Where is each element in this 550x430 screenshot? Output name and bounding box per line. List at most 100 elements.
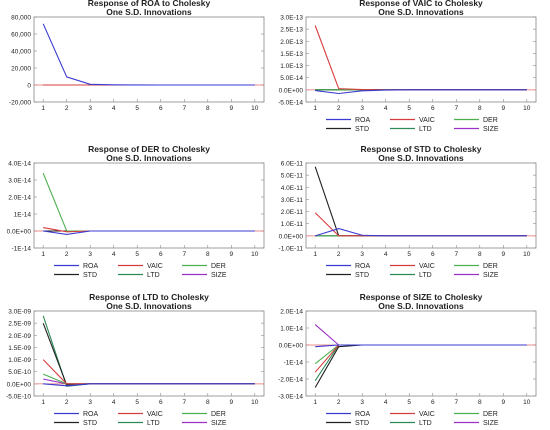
y-tick-label: 20,000 [11,66,31,73]
y-tick-label: 1.0E-11 [281,221,304,228]
chart-legend: ROA VAIC DER STD LTD SIZE [326,411,499,427]
series-line-size [43,378,255,385]
chart-title: Response of STD to Cholesky [361,144,482,154]
x-tick-label: 7 [454,251,458,258]
legend-label-size: SIZE [211,420,227,427]
legend-label-ltd: LTD [419,272,432,279]
y-tick-label: 3.0E-13 [280,15,303,22]
x-tick-label: 8 [206,399,210,406]
x-tick-label: 5 [135,251,139,258]
legend-label-std: STD [83,272,97,279]
x-tick-label: 9 [501,251,505,258]
legend-label-std: STD [355,272,369,279]
series-line-der [314,344,527,365]
chart-legend: ROA VAIC DER STD LTD SIZE [326,117,499,133]
legend-label-vaic: VAIC [147,411,163,418]
legend-label-roa: ROA [355,411,371,418]
chart-title: Response of ROA to Cholesky [88,0,211,8]
y-tick-label: 0.0E+00 [279,233,304,240]
x-tick-label: 4 [384,251,388,258]
x-tick-label: 9 [229,105,233,112]
x-tick-label: 8 [478,399,482,406]
legend-label-std: STD [355,420,369,427]
y-tick-label: 5.0E-11 [281,173,304,180]
x-tick-label: 2 [65,251,69,258]
y-tick-label: 2.0E-14 [280,309,303,316]
x-tick-label: 10 [523,251,531,258]
legend-label-der: DER [211,411,226,418]
x-tick-label: 5 [407,399,411,406]
series-line-vaic [42,359,255,385]
x-tick-label: 2 [337,399,341,406]
x-tick-label: 1 [313,399,317,406]
series-line-vaic [314,212,527,237]
y-tick-label: 2.5E-13 [280,27,303,34]
x-tick-label: 1 [41,251,45,258]
chart-title: Response of DER to Cholesky [88,144,210,154]
plot-frame [305,162,537,249]
plot-frame [33,162,265,249]
legend-label-vaic: VAIC [147,263,163,270]
legend-label-ltd: LTD [147,272,160,279]
y-tick-label: 1.0E-13 [280,63,303,70]
x-tick-label: 3 [88,399,92,406]
legend-label-der: DER [483,117,498,124]
plot-frame [305,16,537,103]
y-tick-label: 5.0E-10 [8,369,31,376]
y-tick-label: 3.0E-09 [8,309,31,316]
y-tick-label: -20,000 [9,100,31,107]
x-tick-label: 6 [159,251,163,258]
y-tick-label: 3.0E-11 [281,197,304,204]
x-tick-label: 7 [182,105,186,112]
series-line-vaic [314,25,527,91]
x-tick-label: 10 [251,251,259,258]
legend-label-der: DER [483,411,498,418]
chart-subtitle: One S.D. Innovations [106,301,192,311]
x-tick-label: 3 [88,251,92,258]
y-tick-label: -5.0E-10 [6,394,31,401]
x-tick-label: 7 [182,399,186,406]
y-tick-label: 2.0E-11 [281,209,304,216]
legend-label-std: STD [83,420,97,427]
legend-label-roa: ROA [355,263,371,270]
x-tick-label: 10 [523,105,531,112]
y-tick-label: 80,000 [11,15,31,22]
y-tick-label: 1E-14 [14,212,32,219]
legend-label-vaic: VAIC [419,411,435,418]
chart-title: Response of SIZE to Cholesky [360,292,483,302]
chart-subtitle: One S.D. Innovations [378,7,464,17]
series-line-roa [43,230,255,235]
x-tick-label: 3 [88,105,92,112]
x-tick-label: 8 [478,251,482,258]
chart-legend: ROA VAIC DER STD LTD SIZE [54,263,227,279]
legend-label-size: SIZE [483,272,499,279]
x-tick-label: 6 [431,399,435,406]
legend-label-vaic: VAIC [419,117,435,124]
legend-label-ltd: LTD [419,126,432,133]
x-tick-label: 9 [229,251,233,258]
y-tick-label: -3.0E-14 [278,394,303,401]
legend-label-size: SIZE [211,272,227,279]
x-tick-label: 10 [251,105,259,112]
x-tick-label: 6 [159,105,163,112]
chart-subtitle: One S.D. Innovations [106,153,192,163]
y-tick-label: 1.5E-13 [280,51,303,58]
chart-subtitle: One S.D. Innovations [106,7,192,17]
series-line-roa [315,344,527,348]
y-tick-label: -1E-14 [11,246,31,253]
x-tick-label: 5 [407,251,411,258]
x-tick-label: 3 [360,251,364,258]
y-tick-label: 40,000 [11,49,31,56]
y-tick-label: 4.0E-14 [8,161,31,168]
x-tick-label: 8 [206,105,210,112]
x-tick-label: 6 [431,105,435,112]
y-tick-label: 0 [27,83,31,90]
x-tick-label: 5 [135,399,139,406]
x-tick-label: 3 [360,105,364,112]
x-tick-label: 4 [112,251,116,258]
y-tick-label: 6.0E-11 [281,161,304,168]
